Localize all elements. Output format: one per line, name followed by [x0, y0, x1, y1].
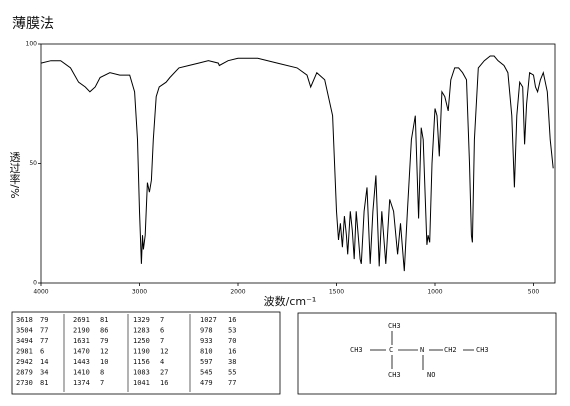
table-cell: 16 [228, 348, 236, 356]
table-cell: 86 [100, 327, 108, 335]
table-cell: 1470 [73, 348, 90, 356]
table-cell: 79 [100, 337, 108, 345]
table-cell: 479 [200, 379, 213, 387]
table-cell: 933 [200, 337, 213, 345]
table-cell: 2691 [73, 316, 90, 324]
structure-labels: CH3 CH3 C N CH2 CH3 CH3 NO [350, 322, 489, 379]
table-cell: 2730 [16, 379, 33, 387]
atom-label: CH3 [476, 346, 489, 354]
table-cell: 77 [228, 379, 236, 387]
table-cell: 53 [228, 327, 236, 335]
table-cell: 2879 [16, 369, 33, 377]
table-cell: 1443 [73, 358, 90, 366]
table-cell: 81 [100, 316, 108, 324]
x-tick-label: 500 [528, 289, 540, 296]
atom-label: CH2 [444, 346, 457, 354]
table-cell: 1027 [200, 316, 217, 324]
table-cell: 34 [40, 369, 48, 377]
table-cell: 3618 [16, 316, 33, 324]
atom-label: CH3 [388, 322, 401, 330]
table-cell: 7 [160, 316, 164, 324]
y-tick-label: 50 [29, 160, 37, 167]
table-cell: 545 [200, 369, 213, 377]
table-cell: 1631 [73, 337, 90, 345]
table-cell: 7 [100, 379, 104, 387]
spectrum-line [40, 55, 554, 272]
table-cell: 1156 [133, 358, 150, 366]
table-cell: 1083 [133, 369, 150, 377]
atom-label: N [420, 346, 424, 354]
structure-bonds [370, 331, 474, 370]
table-cell: 7 [160, 337, 164, 345]
table-cell: 810 [200, 348, 213, 356]
atom-label: CH3 [388, 371, 401, 379]
atom-label: NO [427, 371, 435, 379]
table-frame [11, 311, 281, 395]
table-cell: 77 [40, 327, 48, 335]
table-cell: 38 [228, 358, 236, 366]
table-cell: 70 [228, 337, 236, 345]
table-cell: 1410 [73, 369, 90, 377]
atom-label: C [389, 346, 393, 354]
table-cell: 14 [40, 358, 48, 366]
table-cell: 16 [160, 379, 168, 387]
x-axis-label: 波数/cm⁻¹ [264, 295, 317, 308]
table-cell: 6 [160, 327, 164, 335]
table-cell: 1283 [133, 327, 150, 335]
x-tick-label: 4000 [33, 289, 48, 296]
table-cell: 4 [160, 358, 164, 366]
chart-title: 薄膜法 [12, 16, 54, 32]
table-cell: 6 [40, 348, 44, 356]
table-cell: 2942 [16, 358, 33, 366]
table-cell: 1374 [73, 379, 90, 387]
x-tick-label: 2000 [230, 289, 245, 296]
x-tick-label: 1000 [427, 289, 442, 296]
y-tick-label: 100 [26, 41, 38, 48]
table-cell: 10 [100, 358, 108, 366]
table-cell: 77 [40, 337, 48, 345]
table-cell: 2981 [16, 348, 33, 356]
table-cell: 16 [228, 316, 236, 324]
table-cell: 8 [100, 369, 104, 377]
x-tick-label: 1500 [329, 289, 344, 296]
table-cell: 81 [40, 379, 48, 387]
x-tick-label: 3000 [132, 289, 147, 296]
y-axis-label: 透过率/% [8, 151, 21, 198]
table-cell: 978 [200, 327, 213, 335]
table-cell: 2190 [73, 327, 90, 335]
table-cell: 1250 [133, 337, 150, 345]
table-cell: 3504 [16, 327, 33, 335]
table-cell: 55 [228, 369, 236, 377]
table-cell: 12 [160, 348, 168, 356]
table-cell: 3494 [16, 337, 33, 345]
table-cell: 12 [100, 348, 108, 356]
table-cell: 79 [40, 316, 48, 324]
table-cell: 27 [160, 369, 168, 377]
table-cell: 1190 [133, 348, 150, 356]
table-cell: 1041 [133, 379, 150, 387]
atom-label: CH3 [350, 346, 363, 354]
structure-frame [297, 312, 557, 395]
table-cell: 1329 [133, 316, 150, 324]
table-cell: 597 [200, 358, 213, 366]
y-tick-label: 0 [33, 280, 37, 287]
